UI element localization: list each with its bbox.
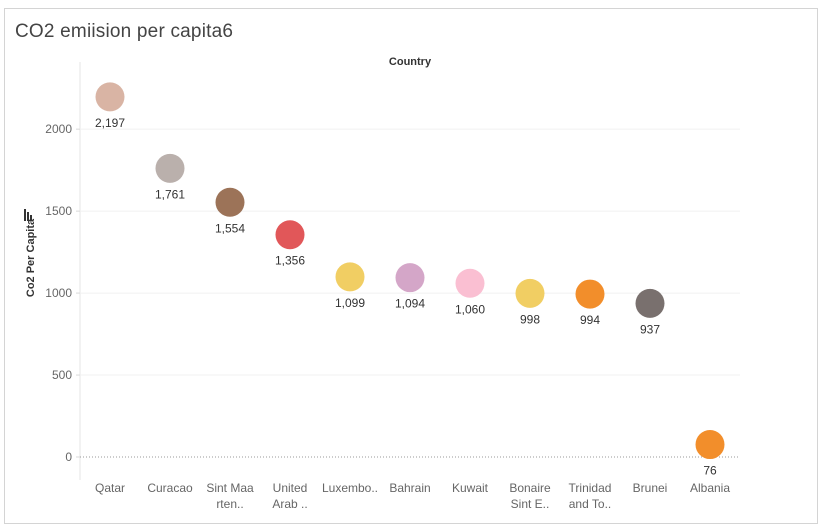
- x-tick-label: Brunei: [633, 481, 668, 495]
- data-point[interactable]: [335, 262, 365, 292]
- x-tick-label: United: [273, 481, 308, 495]
- y-tick-label: 2000: [45, 122, 72, 136]
- x-tick-label: Bahrain: [389, 481, 430, 495]
- y-tick-label: 1500: [45, 204, 72, 218]
- data-point[interactable]: [695, 430, 725, 460]
- sort-icon[interactable]: [24, 209, 34, 221]
- chart-title: CO2 emiision per capita6: [15, 21, 234, 42]
- column-header: Country: [389, 56, 432, 68]
- y-tick-label: 500: [52, 368, 72, 382]
- data-point[interactable]: [635, 288, 665, 318]
- x-tick-label: Bonaire: [509, 481, 551, 495]
- x-tick-label: Sint Maa: [206, 481, 254, 495]
- data-label: 1,060: [455, 302, 485, 316]
- data-point[interactable]: [455, 268, 485, 298]
- data-label: 76: [703, 464, 717, 478]
- x-tick-label: Kuwait: [452, 481, 489, 495]
- data-label: 1,761: [155, 187, 185, 201]
- data-label: 1,094: [395, 297, 425, 311]
- data-point[interactable]: [215, 187, 245, 217]
- y-tick-label: 1000: [45, 286, 72, 300]
- x-axis: Qatar Curacao Sint Maa rten.. United Arab .. L…: [95, 481, 730, 511]
- data-point[interactable]: [275, 220, 305, 250]
- data-label: 1,356: [275, 254, 305, 268]
- data-marks: 2,197 1,761 1,554 1,356 1,099 1,094 1,060 998 99…: [95, 82, 725, 478]
- data-label: 998: [520, 312, 540, 326]
- data-label: 994: [580, 313, 600, 327]
- data-point[interactable]: [395, 263, 425, 293]
- data-point[interactable]: [155, 153, 185, 183]
- data-point[interactable]: [515, 278, 545, 308]
- x-tick-label: rten..: [216, 497, 243, 511]
- x-tick-label: Albania: [690, 481, 730, 495]
- gridlines: [79, 62, 740, 480]
- data-label: 2,197: [95, 116, 125, 130]
- y-tick-label: 0: [65, 450, 72, 464]
- data-label: 1,099: [335, 296, 365, 310]
- data-label: 937: [640, 322, 660, 336]
- y-axis-title: Co2 Per Capita: [25, 218, 37, 297]
- data-point[interactable]: [95, 82, 125, 112]
- x-tick-label: Luxembo..: [322, 481, 378, 495]
- x-tick-label: Curacao: [147, 481, 193, 495]
- y-axis: 0 500 1000 1500 2000: [45, 122, 80, 464]
- data-label: 1,554: [215, 221, 245, 235]
- x-tick-label: Arab ..: [272, 497, 307, 511]
- x-tick-label: Sint E..: [511, 497, 550, 511]
- data-point[interactable]: [575, 279, 605, 309]
- x-tick-label: Trinidad: [569, 481, 612, 495]
- x-tick-label: and To..: [569, 497, 611, 511]
- x-tick-label: Qatar: [95, 481, 125, 495]
